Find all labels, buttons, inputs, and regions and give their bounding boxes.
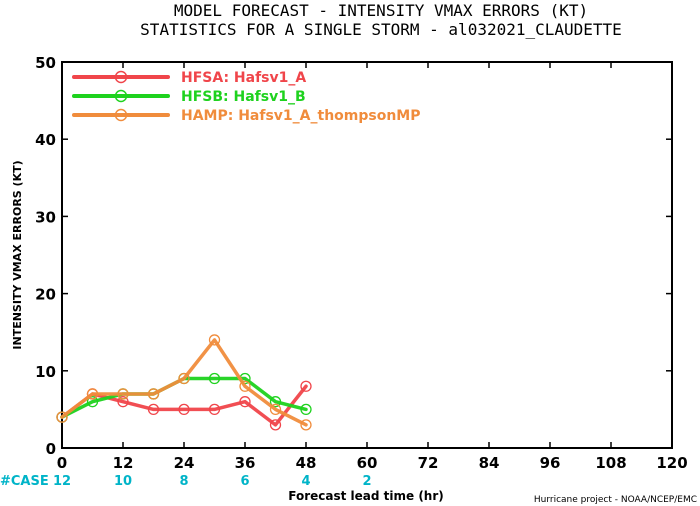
data-point [239, 396, 251, 408]
x-axis-ticks: 0 12 24 36 48 60 72 84 96 108 120 [57, 62, 688, 472]
data-point [269, 396, 282, 408]
x-tick-label: 120 [656, 454, 687, 472]
case-count: 10 [114, 474, 132, 489]
x-tick-label: 72 [418, 454, 439, 472]
y-axis-ticks: 0 10 20 30 40 50 [35, 54, 672, 458]
case-count: 8 [179, 474, 188, 489]
x-tick-label: 108 [595, 454, 626, 472]
x-tick-label: 60 [357, 454, 378, 472]
x-tick-label: 84 [479, 454, 500, 472]
data-point [117, 396, 129, 408]
x-tick-label: 12 [113, 454, 134, 472]
x-tick-label: 36 [235, 454, 256, 472]
data-point [178, 403, 190, 416]
case-count: 2 [362, 474, 371, 489]
data-point [300, 403, 312, 416]
data-point [269, 419, 282, 431]
x-tick-label: 0 [57, 454, 67, 472]
data-point [86, 396, 99, 408]
data-point [208, 403, 221, 416]
legend-marker [114, 108, 128, 122]
y-tick-label: 20 [35, 286, 56, 304]
data-point [269, 403, 282, 416]
legend-label: HFSA: Hafsv1_A [181, 70, 306, 86]
data-point [300, 380, 312, 392]
legend: HFSA: Hafsv1_A HFSB: Hafsv1_B HAMP: Hafsv1… [72, 70, 421, 124]
data-point [239, 380, 251, 392]
legend-label: HFSB: Hafsv1_B [181, 89, 306, 105]
y-tick-label: 30 [35, 208, 56, 226]
credit-text: Hurricane project - NOAA/NCEP/EMC [534, 495, 697, 505]
data-point [300, 419, 312, 431]
data-point [86, 388, 99, 400]
y-axis-label: INTENSITY VMAX ERRORS (KT) [11, 160, 24, 349]
case-count: 6 [240, 474, 249, 489]
chart-title: MODEL FORECAST - INTENSITY VMAX ERRORS (… [174, 1, 588, 20]
legend-marker [114, 89, 128, 103]
x-tick-label: 24 [174, 454, 195, 472]
data-point [117, 388, 129, 400]
data-point [56, 411, 68, 423]
data-point [208, 372, 221, 385]
legend-label: HAMP: Hafsv1_A_thompsonMP [181, 108, 421, 124]
case-count: 4 [301, 474, 310, 489]
chart-subtitle: STATISTICS FOR A SINGLE STORM - al032021… [140, 20, 622, 39]
y-tick-label: 0 [46, 440, 56, 458]
series-line-1 [60, 376, 308, 419]
case-counts: 12 10 8 6 4 2 [53, 474, 372, 489]
data-point [147, 403, 160, 416]
series-line-0 [60, 384, 308, 427]
series-layer [56, 334, 312, 431]
data-point [147, 388, 160, 400]
x-tick-label: 96 [540, 454, 561, 472]
x-tick-label: 48 [296, 454, 317, 472]
case-label: #CASE [0, 474, 49, 489]
y-tick-label: 50 [35, 54, 56, 72]
case-count: 12 [53, 474, 71, 489]
legend-marker [114, 70, 128, 84]
data-point [208, 334, 221, 346]
y-tick-label: 40 [35, 131, 56, 149]
data-point [178, 372, 190, 385]
series-line-2 [60, 338, 308, 427]
x-axis-label: Forecast lead time (hr) [288, 489, 444, 503]
y-tick-label: 10 [35, 363, 56, 381]
